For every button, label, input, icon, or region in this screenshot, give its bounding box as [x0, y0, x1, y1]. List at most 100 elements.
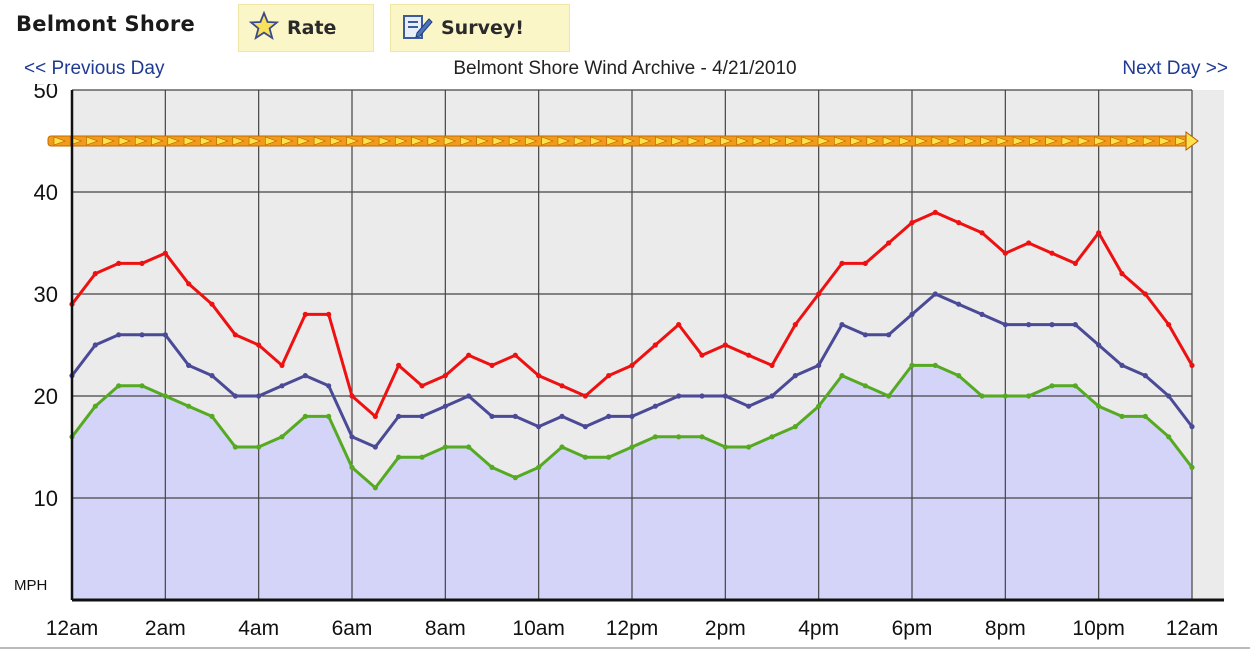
gust-point — [489, 362, 495, 368]
x-tick-label: 2pm — [705, 617, 746, 640]
top-bar: Belmont Shore Rate Survey! — [0, 0, 1250, 56]
survey-form-icon — [401, 11, 433, 46]
gust-point — [92, 271, 98, 277]
lull-point — [932, 362, 938, 368]
lull-point — [116, 383, 122, 389]
lull-point — [466, 444, 472, 450]
average-point — [606, 413, 612, 419]
wind-direction-arrow — [752, 136, 765, 146]
gust-point — [279, 362, 285, 368]
average-point — [559, 413, 565, 419]
gust-point — [582, 393, 588, 399]
lull-point — [162, 393, 168, 399]
average-point — [956, 301, 962, 307]
y-tick-label: 20 — [34, 384, 58, 409]
gust-point — [1119, 271, 1125, 277]
gust-point — [1002, 250, 1008, 256]
wind-direction-arrow — [1159, 136, 1172, 146]
wind-direction-arrow — [216, 136, 229, 146]
wind-direction-arrow — [655, 136, 668, 146]
average-point — [536, 424, 542, 430]
x-tick-label: 10pm — [1072, 617, 1125, 640]
wind-direction-arrow — [460, 136, 473, 146]
x-tick-label: 12am — [46, 617, 99, 640]
wind-direction-arrow — [118, 136, 131, 146]
survey-button[interactable]: Survey! — [390, 4, 570, 52]
lull-point — [372, 485, 378, 491]
lull-point — [512, 475, 518, 481]
lull-point — [326, 413, 332, 419]
gust-point — [1096, 230, 1102, 236]
wind-direction-arrow — [248, 136, 261, 146]
average-point — [1002, 322, 1008, 328]
average-point — [326, 383, 332, 389]
average-point — [839, 322, 845, 328]
gust-point — [419, 383, 425, 389]
average-point — [256, 393, 262, 399]
gust-point — [536, 373, 542, 379]
wind-direction-arrow — [557, 136, 570, 146]
wind-direction-arrow — [590, 136, 603, 146]
average-point — [349, 434, 355, 440]
next-day-link[interactable]: Next Day >> — [1122, 58, 1228, 79]
gust-point — [559, 383, 565, 389]
lull-point — [536, 464, 542, 470]
previous-day-link[interactable]: << Previous Day — [24, 58, 165, 79]
chart-title: Belmont Shore Wind Archive - 4/21/2010 — [453, 58, 797, 79]
wind-direction-arrow — [915, 136, 928, 146]
x-tick-label: 2am — [145, 617, 186, 640]
average-point — [1119, 362, 1125, 368]
lull-point — [582, 454, 588, 460]
lull-point — [256, 444, 262, 450]
gust-point — [956, 220, 962, 226]
wind-direction-arrow — [947, 136, 961, 146]
rate-button[interactable]: Rate — [238, 4, 374, 52]
wind-direction-arrow — [638, 136, 652, 146]
average-point — [372, 444, 378, 450]
average-point — [629, 413, 635, 419]
average-point — [979, 311, 985, 317]
wind-direction-arrow — [1126, 136, 1139, 146]
wind-direction-arrow — [801, 136, 814, 146]
gust-point — [816, 291, 822, 297]
wind-direction-arrow — [232, 136, 245, 146]
lull-point — [186, 403, 192, 409]
average-point — [1096, 342, 1102, 348]
average-point — [582, 424, 588, 430]
wind-direction-arrow — [1077, 136, 1091, 146]
wind-direction-arrow — [703, 136, 717, 146]
lull-point — [1166, 434, 1172, 440]
lull-point — [769, 434, 775, 440]
wind-direction-arrow — [476, 136, 489, 146]
wind-direction-arrow — [378, 136, 392, 146]
gust-point — [839, 260, 845, 266]
lull-point — [722, 444, 728, 450]
average-point — [746, 403, 752, 409]
lull-point — [1002, 393, 1008, 399]
average-point — [489, 413, 495, 419]
wind-direction-arrow — [980, 136, 993, 146]
average-point — [209, 373, 215, 379]
x-tick-label: 8am — [425, 617, 466, 640]
survey-label: Survey! — [441, 17, 524, 39]
gust-point — [909, 220, 915, 226]
wind-direction-arrow — [573, 136, 587, 146]
y-tick-label: 50 — [34, 84, 58, 103]
lull-point — [652, 434, 658, 440]
wind-direction-arrow — [541, 136, 554, 146]
wind-direction-arrow — [346, 136, 359, 146]
gust-point — [1049, 250, 1055, 256]
gust-point — [512, 352, 518, 358]
wind-direction-arrow — [931, 136, 944, 146]
lull-point — [699, 434, 705, 440]
wind-direction-arrow — [817, 136, 830, 146]
star-icon — [248, 10, 280, 46]
wind-direction-arrowhead — [1185, 131, 1199, 151]
average-point — [699, 393, 705, 399]
gust-point — [326, 311, 332, 317]
average-point — [116, 332, 122, 338]
gust-point — [139, 260, 145, 266]
gust-point — [769, 362, 775, 368]
y-tick-label: 10 — [34, 486, 58, 511]
average-point — [816, 362, 822, 368]
